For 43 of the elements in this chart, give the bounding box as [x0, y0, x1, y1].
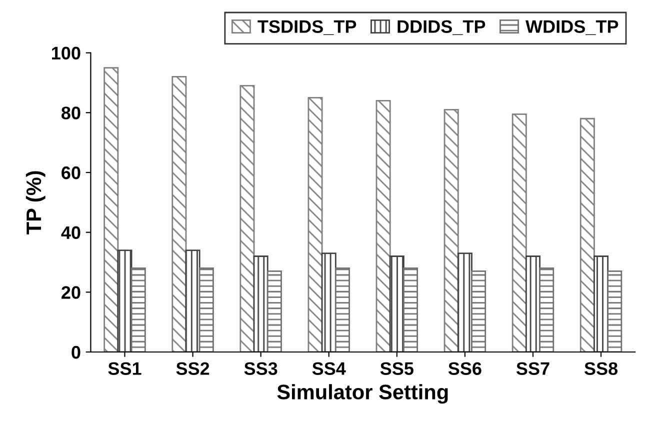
bar [240, 85, 255, 352]
x-tick-label: SS1 [108, 362, 142, 375]
bar [444, 108, 459, 352]
legend-label: TSDIDS_TP [258, 20, 356, 36]
x-tick-label: SS4 [312, 362, 346, 375]
bar [321, 252, 336, 352]
x-tick-label: SS7 [516, 362, 550, 375]
x-axis-title: Simulator Setting [277, 384, 448, 404]
y-tick-label: 80 [61, 106, 80, 120]
bar [104, 67, 119, 352]
bar [130, 268, 146, 352]
bar [594, 256, 609, 352]
bar [308, 96, 323, 352]
bar [525, 256, 540, 352]
bar [512, 113, 527, 352]
y-tick-label: 0 [72, 346, 80, 359]
bar [376, 100, 391, 352]
bar [266, 270, 282, 352]
bar [580, 118, 595, 352]
bar [334, 268, 350, 352]
bar [172, 76, 187, 352]
bar [539, 268, 554, 352]
y-tick-label: 60 [62, 166, 80, 180]
x-tick-label: SS2 [176, 362, 210, 375]
y-axis-title: TP (%) [26, 171, 46, 234]
bar [403, 268, 418, 352]
bar [117, 250, 132, 352]
bar [185, 250, 200, 352]
bar [253, 256, 268, 352]
x-tick-label: SS6 [448, 362, 482, 375]
bar [198, 268, 214, 352]
bar [457, 252, 472, 352]
y-tick-label: 100 [52, 46, 80, 60]
bar [607, 270, 622, 352]
legend-label: WDIDS_TP [526, 20, 618, 36]
bar [471, 270, 486, 352]
x-tick-label: SS8 [584, 362, 618, 375]
y-tick-label: 40 [61, 226, 80, 240]
x-tick-label: SS5 [380, 362, 414, 375]
y-tick-label: 20 [62, 286, 80, 299]
x-tick-label: SS3 [244, 362, 278, 376]
bar [389, 256, 404, 352]
legend-label: DDIDS_TP [398, 20, 486, 36]
